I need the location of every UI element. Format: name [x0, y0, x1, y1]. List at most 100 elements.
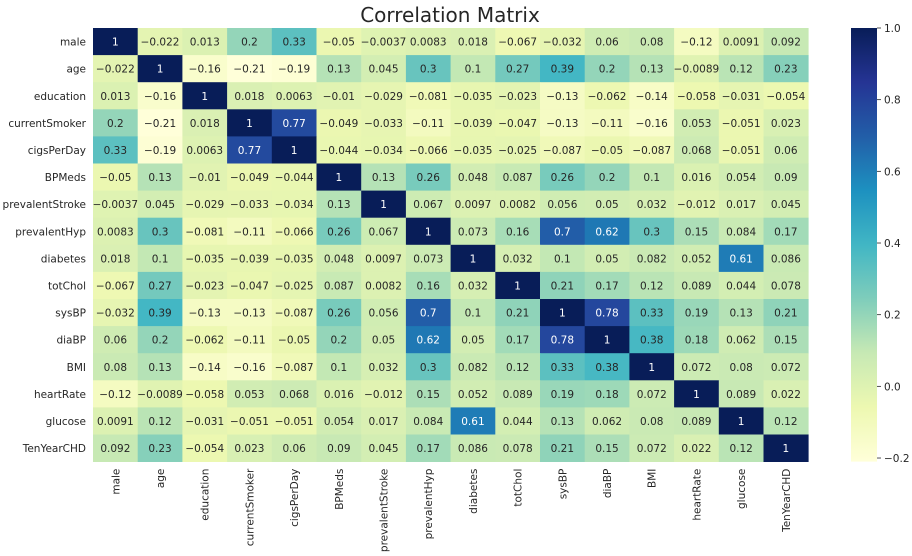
heatmap-cell-age-BPMeds [316, 55, 362, 83]
y-tick-label-diaBP: diaBP [56, 335, 86, 347]
x-tick-label-glucose: glucose [736, 469, 748, 509]
cell-label-education-age: −0.16 [144, 91, 176, 103]
cell-label-BPMeds-TenYearCHD: 0.09 [774, 172, 797, 184]
cell-label-male-male: 1 [112, 37, 119, 49]
cell-label-age-totChol: 0.27 [506, 64, 529, 76]
heatmap-cell-totChol-prevalentHyp [405, 271, 451, 300]
cell-label-TenYearCHD-BMI: 0.072 [637, 443, 667, 455]
heatmap-cell-prevalentHyp-age [137, 217, 183, 246]
heatmap-cell-BMI-heartRate [674, 353, 720, 381]
y-tick-label-heartRate: heartRate [34, 389, 86, 401]
heatmap-cell-sysBP-male [93, 299, 139, 327]
cell-label-TenYearCHD-currentSmoker: 0.023 [234, 443, 264, 455]
y-tick-label-currentSmoker: currentSmoker [8, 118, 86, 130]
heatmap-cell-male-diabetes [450, 28, 496, 56]
heatmap-cell-BMI-BMI [629, 353, 675, 381]
heatmap-cell-prevalentHyp-male [93, 217, 139, 246]
heatmap-cell-diaBP-currentSmoker [227, 326, 273, 354]
cell-label-diabetes-diabetes: 1 [470, 253, 477, 265]
cell-label-age-cigsPerDay: −0.19 [278, 64, 310, 76]
heatmap-cell-prevalentStroke-sysBP [540, 190, 586, 219]
cell-label-cigsPerDay-prevalentStroke: −0.034 [364, 145, 403, 157]
heatmap-cell-prevalentHyp-TenYearCHD [763, 217, 809, 246]
cell-label-cigsPerDay-TenYearCHD: 0.06 [774, 145, 798, 157]
cell-label-glucose-heartRate: 0.089 [681, 416, 711, 428]
heatmap-cell-age-male [93, 55, 139, 83]
heatmap-cell-diabetes-age [137, 244, 183, 273]
heatmap-cell-currentSmoker-male [93, 109, 139, 137]
heatmap-cell-prevalentHyp-currentSmoker [227, 217, 273, 246]
cell-label-diabetes-currentSmoker: −0.039 [230, 253, 269, 265]
cell-label-age-diaBP: 0.2 [599, 64, 616, 76]
heatmap-cell-diabetes-cigsPerDay [271, 244, 317, 273]
cell-label-TenYearCHD-prevalentStroke: 0.045 [369, 443, 399, 455]
heatmap-cell-age-currentSmoker [227, 55, 273, 83]
cell-label-currentSmoker-cigsPerDay: 0.77 [282, 118, 305, 130]
cell-label-diabetes-BMI: 0.082 [637, 253, 667, 265]
x-tick-label-totChol: totChol [513, 469, 525, 507]
x-tick-label-prevalentStroke: prevalentStroke [379, 469, 391, 552]
heatmap-cell-male-prevalentHyp [405, 28, 451, 56]
cell-label-prevalentStroke-prevalentHyp: 0.067 [413, 199, 443, 211]
heatmap-cell-BMI-diabetes [450, 353, 496, 381]
cell-label-prevalentHyp-TenYearCHD: 0.17 [774, 226, 797, 238]
cell-label-BPMeds-education: −0.01 [189, 172, 221, 184]
heatmap-cell-BPMeds-age [137, 163, 183, 191]
heatmap-cell-sysBP-prevalentHyp [405, 299, 451, 327]
cell-label-education-education: 1 [201, 91, 208, 103]
cell-label-education-glucose: −0.031 [722, 91, 761, 103]
chart-title: Correlation Matrix [360, 3, 540, 27]
cell-label-totChol-education: −0.023 [185, 280, 224, 292]
cell-label-prevalentStroke-glucose: 0.017 [726, 199, 756, 211]
heatmap-cell-totChol-heartRate [674, 271, 720, 300]
cell-label-BPMeds-sysBP: 0.26 [551, 172, 575, 184]
cell-label-diaBP-sysBP: 0.78 [551, 335, 574, 347]
heatmap-cell-prevalentHyp-diaBP [584, 217, 630, 246]
cell-label-BPMeds-diaBP: 0.2 [599, 172, 616, 184]
cell-label-diaBP-heartRate: 0.18 [685, 335, 708, 347]
heatmap-cell-diabetes-sysBP [540, 244, 586, 273]
colorbar-gradient [851, 28, 877, 462]
cell-label-TenYearCHD-age: 0.23 [148, 443, 171, 455]
heatmap-cell-age-heartRate [674, 55, 720, 83]
heatmap-cell-male-heartRate [674, 28, 720, 56]
cell-label-BPMeds-BPMeds: 1 [336, 172, 343, 184]
cell-label-currentSmoker-currentSmoker: 1 [246, 118, 253, 130]
x-tick-label-age: age [155, 469, 167, 489]
cell-label-TenYearCHD-glucose: 0.12 [729, 443, 752, 455]
cell-label-education-totChol: −0.023 [498, 91, 537, 103]
heatmap-cell-totChol-diabetes [450, 271, 496, 300]
heatmap-cell-TenYearCHD-diaBP [584, 434, 630, 462]
heatmap-cell-currentSmoker-cigsPerDay [271, 109, 317, 137]
heatmap-cell-prevalentHyp-heartRate [674, 217, 720, 246]
cell-label-diaBP-education: −0.062 [185, 335, 224, 347]
x-tick-label-diabetes: diabetes [468, 469, 480, 514]
cell-label-diaBP-BPMeds: 0.2 [330, 335, 347, 347]
heatmap-cell-male-glucose [718, 28, 764, 56]
heatmap-cell-male-sysBP [540, 28, 586, 56]
heatmap-cell-prevalentHyp-cigsPerDay [271, 217, 317, 246]
cell-label-male-BPMeds: −0.05 [323, 37, 355, 49]
cell-label-heartRate-age: −0.0089 [137, 389, 183, 401]
cell-label-BPMeds-diabetes: 0.048 [458, 172, 488, 184]
cell-label-age-glucose: 0.12 [729, 64, 752, 76]
heatmap-cell-totChol-age [137, 271, 183, 300]
cell-label-prevalentStroke-age: 0.045 [145, 199, 175, 211]
cell-label-BPMeds-cigsPerDay: −0.044 [275, 172, 314, 184]
heatmap-cell-cigsPerDay-cigsPerDay [271, 136, 317, 164]
cell-label-BMI-education: −0.14 [189, 362, 221, 374]
heatmap-cell-diaBP-BMI [629, 326, 675, 354]
heatmap-cell-glucose-prevalentStroke [361, 407, 407, 435]
cell-label-BMI-prevalentHyp: 0.3 [420, 362, 437, 374]
heatmap-cell-totChol-BMI [629, 271, 675, 300]
heatmap-cell-heartRate-male [93, 380, 139, 408]
heatmap-cell-totChol-glucose [718, 271, 764, 300]
heatmap-cell-diabetes-diabetes [450, 244, 496, 273]
cell-label-sysBP-prevalentStroke: 0.056 [369, 308, 399, 320]
cell-label-glucose-age: 0.12 [148, 416, 171, 428]
heatmap-cell-glucose-TenYearCHD [763, 407, 809, 435]
heatmap-cell-male-TenYearCHD [763, 28, 809, 56]
cell-label-BPMeds-totChol: 0.087 [503, 172, 533, 184]
heatmap-cell-heartRate-education [182, 380, 228, 408]
colorbar-tick-label: 0.2 [884, 310, 901, 322]
